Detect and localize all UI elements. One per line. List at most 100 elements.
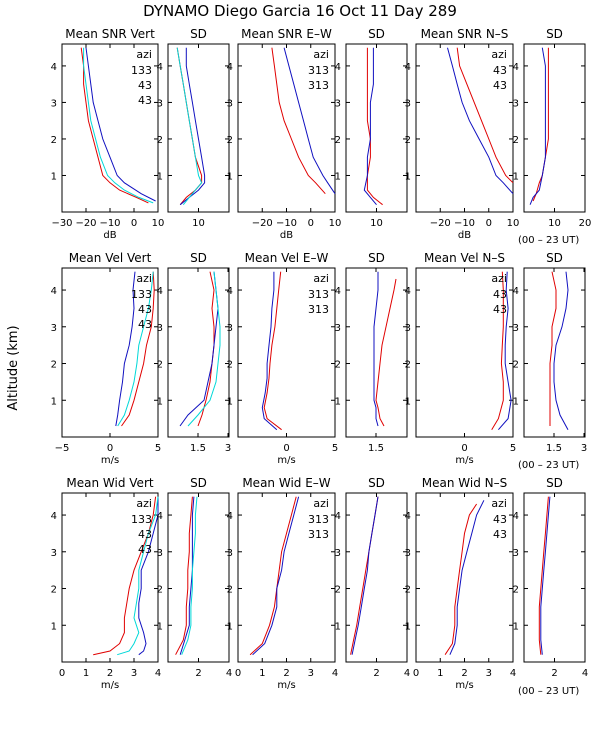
x-tick-label: 0 — [461, 443, 467, 454]
x-tick-label: 0 — [283, 443, 289, 454]
panel-frame — [345, 43, 408, 213]
panel-frame — [523, 267, 586, 438]
x-tick-label: 10 — [507, 218, 520, 229]
legend-heading: azi — [136, 48, 152, 61]
y-tick-label: 4 — [157, 62, 163, 73]
series-line-blue-313 — [351, 496, 379, 655]
legend-entry-red: 133 — [131, 64, 152, 77]
x-axis-label: m/s — [101, 680, 119, 691]
x-tick-label: 2 — [283, 668, 289, 679]
series-line-blue-43 — [553, 271, 569, 430]
y-tick-label: 2 — [513, 360, 519, 371]
panel-title: SD — [368, 476, 385, 490]
legend-entry-red: 133 — [131, 513, 152, 526]
y-tick-label: 1 — [405, 396, 411, 407]
x-tick-label: 4 — [510, 668, 516, 679]
legend-entry-red: 43 — [493, 513, 507, 526]
y-tick-label: 3 — [157, 323, 163, 334]
series-line-cyan-43 — [176, 47, 203, 206]
y-tick-label: 1 — [513, 621, 519, 632]
series-line-blue-313 — [363, 47, 377, 206]
y-tick-label: 3 — [227, 323, 233, 334]
legend-entry-red: 43 — [493, 64, 507, 77]
y-tick-label: 4 — [227, 511, 233, 522]
series-line-blue-43 — [529, 47, 546, 205]
series-line-cyan-43 — [117, 271, 154, 427]
x-tick-label: 5 — [155, 443, 161, 454]
x-tick-label: 10 — [370, 218, 383, 229]
y-tick-label: 1 — [335, 171, 341, 182]
legend-entry-blue: 313 — [308, 303, 329, 316]
panel-title: SD — [546, 27, 563, 41]
x-tick-label: 1.5 — [190, 443, 206, 454]
y-tick-label: 4 — [227, 62, 233, 73]
legend-entry-blue: 43 — [493, 303, 507, 316]
series-line-cyan-43 — [83, 47, 154, 204]
y-tick-label: 1 — [51, 621, 57, 632]
panel-vel-vert-sd: SD 1 2 3 4 1.5 3 — [157, 251, 232, 454]
legend-entry-red: 133 — [131, 288, 152, 301]
series-line-red-43 — [538, 496, 549, 655]
panel-title: SD — [546, 476, 563, 490]
x-tick-label: 0 — [235, 668, 241, 679]
x-tick-label: 3 — [486, 668, 492, 679]
y-tick-label: 3 — [157, 548, 163, 559]
y-tick-label: 2 — [157, 360, 163, 371]
series-line-red-43 — [532, 47, 549, 202]
series-line-blue-313 — [261, 271, 278, 431]
x-tick-label: −20 — [430, 218, 451, 229]
y-tick-label: 2 — [513, 135, 519, 146]
y-tick-label: 2 — [157, 585, 163, 596]
x-tick-label: −5 — [55, 443, 70, 454]
panel-wid-vert-sd: SD 1 2 3 4 2 4 — [157, 476, 233, 679]
y-tick-label: 2 — [335, 360, 341, 371]
x-tick-label: 10 — [548, 218, 561, 229]
legend-heading: azi — [491, 48, 507, 61]
x-axis-label: m/s — [455, 455, 473, 466]
series-line-blue-43 — [85, 47, 156, 202]
y-tick-label: 3 — [405, 548, 411, 559]
x-tick-label: 3 — [225, 443, 231, 454]
y-axis-label: Altitude (km) — [6, 325, 21, 410]
y-tick-label: 3 — [513, 98, 519, 109]
legend-entry-cyan: 43 — [138, 543, 152, 556]
legend-heading: azi — [491, 272, 507, 285]
x-tick-label: 1 — [259, 668, 265, 679]
y-tick-label: 3 — [157, 98, 163, 109]
y-tick-label: 2 — [405, 360, 411, 371]
panel-frame — [167, 267, 230, 438]
y-tick-label: 1 — [157, 396, 163, 407]
y-tick-label: 3 — [335, 548, 341, 559]
legend-heading: azi — [313, 48, 329, 61]
y-tick-label: 2 — [227, 360, 233, 371]
y-tick-label: 1 — [157, 171, 163, 182]
legend-heading: azi — [313, 272, 329, 285]
y-tick-label: 3 — [51, 323, 57, 334]
y-tick-label: 2 — [51, 135, 57, 146]
legend-entry-blue: 43 — [138, 528, 152, 541]
x-tick-label: −10 — [99, 218, 120, 229]
x-tick-label: 5 — [332, 443, 338, 454]
y-tick-label: 4 — [513, 286, 519, 297]
series-line-red-133 — [197, 271, 215, 427]
series-line-red-313 — [375, 278, 397, 427]
y-tick-label: 2 — [513, 585, 519, 596]
x-axis-label: m/s — [101, 455, 119, 466]
series-line-blue-43 — [179, 496, 195, 655]
y-tick-label: 4 — [405, 62, 411, 73]
panel-wid-ew-sd: SD 1 2 3 4 2 4 — [335, 476, 411, 679]
series-line-red-133 — [80, 47, 149, 204]
legend-entry-blue: 43 — [493, 79, 507, 92]
series-line-blue-313 — [283, 47, 336, 194]
panel-title: Mean Vel Vert — [69, 251, 152, 265]
series-line-cyan-43 — [181, 496, 198, 655]
panel-wid-ns-sd: SD 1 2 3 4 2 4 — [513, 476, 589, 679]
y-tick-label: 4 — [335, 511, 341, 522]
legend-entry-red: 313 — [308, 513, 329, 526]
y-tick-label: 1 — [227, 621, 233, 632]
x-tick-label: 2 — [551, 668, 557, 679]
